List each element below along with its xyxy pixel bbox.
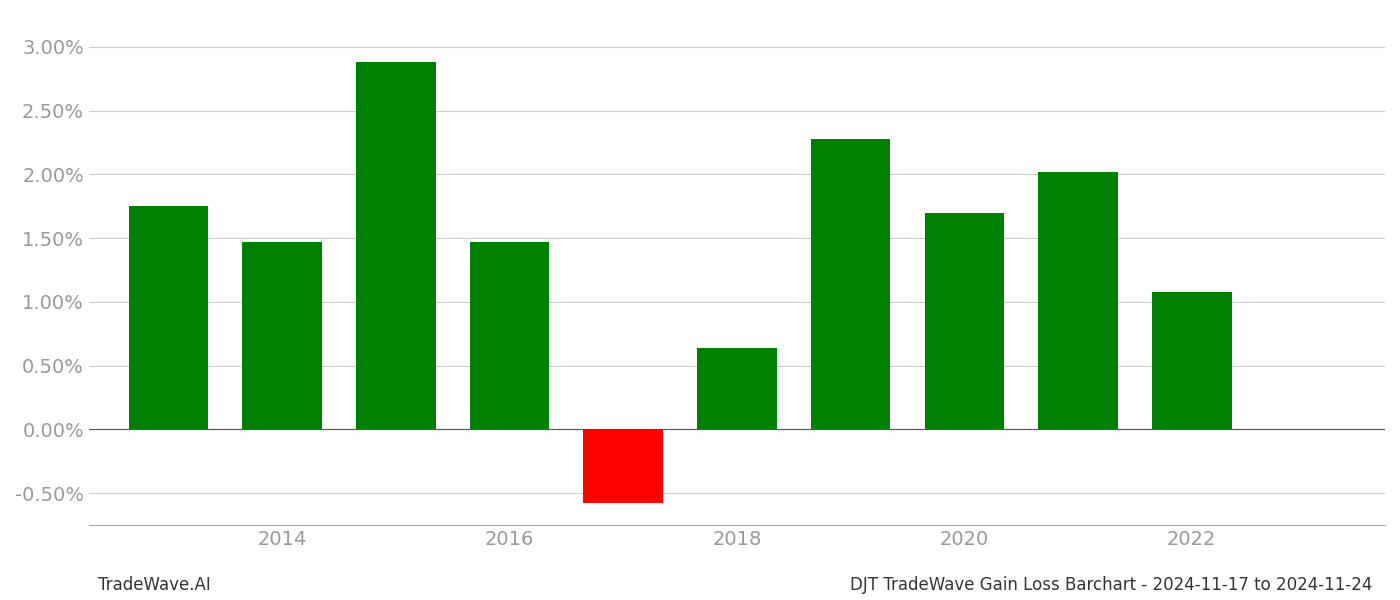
Bar	[242, 242, 322, 430]
Bar	[1039, 172, 1117, 430]
Bar	[924, 212, 1004, 430]
Bar	[470, 242, 549, 430]
Bar	[584, 430, 664, 503]
Bar	[129, 206, 209, 430]
Bar	[811, 139, 890, 430]
Bar	[1152, 292, 1232, 430]
Text: DJT TradeWave Gain Loss Barchart - 2024-11-17 to 2024-11-24: DJT TradeWave Gain Loss Barchart - 2024-…	[850, 576, 1372, 594]
Bar	[697, 348, 777, 430]
Text: TradeWave.AI: TradeWave.AI	[98, 576, 211, 594]
Bar	[356, 62, 435, 430]
